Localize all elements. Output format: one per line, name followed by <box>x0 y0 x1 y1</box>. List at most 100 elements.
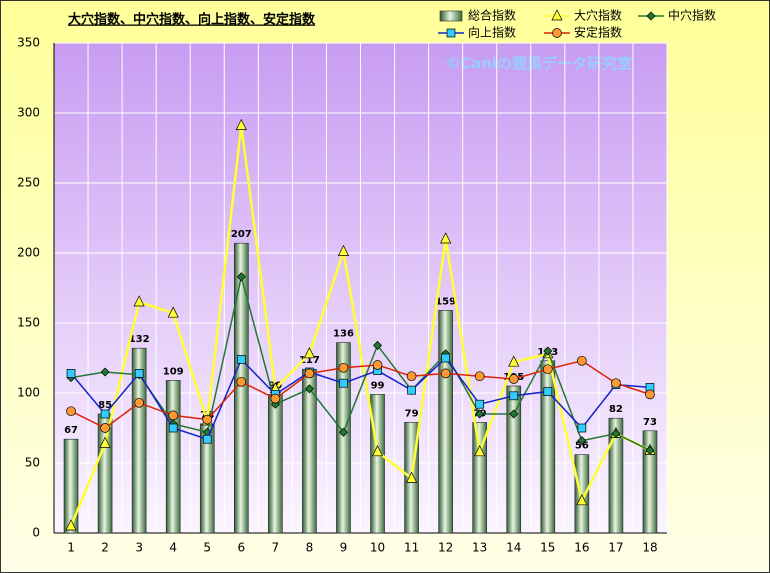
series-marker <box>167 306 179 318</box>
legend-label: 安定指数 <box>574 25 622 40</box>
legend-label: 大穴指数 <box>574 8 622 23</box>
bar-value-label: 99 <box>371 380 385 391</box>
series-marker <box>202 414 213 425</box>
series-marker <box>509 391 519 401</box>
x-tick-label: 6 <box>237 541 245 555</box>
x-tick-label: 9 <box>340 541 348 555</box>
y-tick-label: 50 <box>25 456 40 470</box>
y-tick-label: 250 <box>17 176 40 190</box>
y-tick-label: 350 <box>17 36 40 50</box>
x-tick-label: 12 <box>438 541 453 555</box>
bar-value-label: 67 <box>64 425 78 436</box>
series-line <box>70 356 651 441</box>
x-tick-label: 2 <box>101 541 109 555</box>
series-marker <box>474 371 485 382</box>
series-marker <box>337 244 350 256</box>
bar-value-label: 73 <box>643 417 657 428</box>
series-marker <box>577 355 587 366</box>
series-marker <box>66 369 76 378</box>
series-marker <box>542 364 553 375</box>
bar <box>165 380 181 534</box>
series-marker <box>134 397 144 408</box>
bar <box>370 394 385 534</box>
bar <box>63 438 79 534</box>
series-marker <box>475 409 485 419</box>
legend-marker <box>551 9 563 21</box>
x-tick-label: 3 <box>135 541 143 555</box>
series-marker <box>303 347 315 359</box>
series-marker <box>440 232 452 244</box>
series-marker <box>304 384 314 394</box>
x-tick-label: 8 <box>306 541 314 555</box>
bar <box>336 342 351 534</box>
bar-value-label: 109 <box>163 366 184 377</box>
x-tick-label: 15 <box>540 541 555 555</box>
x-tick-label: 10 <box>370 541 385 555</box>
legend-label: 総合指数 <box>468 8 516 23</box>
x-tick-label: 5 <box>203 541 211 555</box>
x-tick-label: 4 <box>169 541 177 555</box>
x-tick-label: 13 <box>472 541 487 555</box>
x-tick-label: 14 <box>506 541 521 555</box>
series-line <box>70 359 651 429</box>
series-marker <box>304 368 315 379</box>
series-marker <box>100 367 110 377</box>
series-marker <box>371 445 384 457</box>
legend-label: 向上指数 <box>468 25 516 40</box>
bar-value-label: 85 <box>98 400 112 411</box>
legend-swatch <box>439 10 463 22</box>
bar-value-label: 117 <box>299 355 320 366</box>
series-marker <box>66 406 76 417</box>
series-marker <box>133 295 145 307</box>
bar <box>608 417 624 534</box>
series-marker <box>168 410 179 421</box>
y-tick-label: 150 <box>17 316 40 330</box>
legend-marker <box>446 28 456 38</box>
y-tick-label: 200 <box>17 246 40 260</box>
bar-value-label: 56 <box>575 441 589 452</box>
series-marker <box>372 360 383 370</box>
series-marker <box>406 471 418 483</box>
series-marker <box>236 376 247 387</box>
series-line <box>70 276 651 452</box>
series-marker <box>338 427 348 437</box>
bar-value-label: 159 <box>435 296 456 307</box>
bar <box>506 385 522 534</box>
series-marker <box>543 387 553 396</box>
bar <box>302 368 317 534</box>
series-marker <box>235 118 247 130</box>
bar-value-label: 82 <box>609 404 623 415</box>
series-marker <box>645 445 655 455</box>
series-marker <box>577 423 587 433</box>
bar <box>438 310 453 534</box>
series-marker <box>611 378 621 389</box>
series-marker <box>236 272 246 282</box>
y-tick-label: 100 <box>17 386 40 400</box>
series-marker <box>645 389 655 400</box>
x-tick-label: 18 <box>642 541 657 555</box>
series-marker <box>100 409 110 419</box>
x-tick-label: 7 <box>272 541 280 555</box>
series-marker <box>508 355 520 367</box>
y-tick-label: 0 <box>32 526 40 540</box>
series-marker <box>474 445 486 457</box>
series-marker <box>236 355 246 364</box>
series-marker <box>441 353 450 363</box>
series-marker <box>134 369 144 378</box>
series-marker <box>100 423 110 433</box>
x-tick-label: 11 <box>404 541 419 555</box>
x-tick-label: 1 <box>67 541 75 555</box>
series-line <box>69 125 651 527</box>
series-marker <box>475 399 485 409</box>
bar <box>234 242 249 534</box>
x-tick-label: 17 <box>608 541 623 555</box>
legend-marker <box>646 11 656 21</box>
series-marker <box>270 393 281 404</box>
bar <box>642 430 658 534</box>
bar <box>574 454 590 534</box>
series-marker <box>202 434 212 444</box>
series-marker <box>99 436 111 448</box>
series-marker <box>509 409 519 419</box>
bar-value-label: 132 <box>129 334 150 345</box>
